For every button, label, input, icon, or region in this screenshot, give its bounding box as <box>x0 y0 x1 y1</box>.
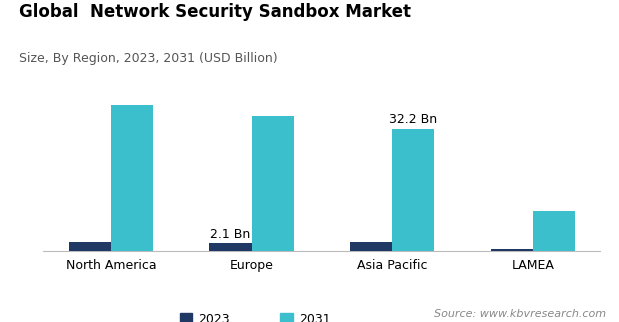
Text: Source: www.kbvresearch.com: Source: www.kbvresearch.com <box>435 309 607 319</box>
Bar <box>251 116 294 251</box>
Text: Size, By Region, 2023, 2031 (USD Billion): Size, By Region, 2023, 2031 (USD Billion… <box>19 52 277 64</box>
Text: Global  Network Security Sandbox Market: Global Network Security Sandbox Market <box>19 3 410 21</box>
Legend: 2023, 2031: 2023, 2031 <box>175 308 335 322</box>
Bar <box>392 128 435 251</box>
Bar <box>350 242 392 251</box>
Bar <box>209 243 251 251</box>
Bar <box>491 249 533 251</box>
Bar <box>533 211 575 251</box>
Text: 2.1 Bn: 2.1 Bn <box>210 228 251 241</box>
Text: 32.2 Bn: 32.2 Bn <box>389 113 438 126</box>
Bar <box>69 242 111 251</box>
Bar <box>111 105 153 251</box>
